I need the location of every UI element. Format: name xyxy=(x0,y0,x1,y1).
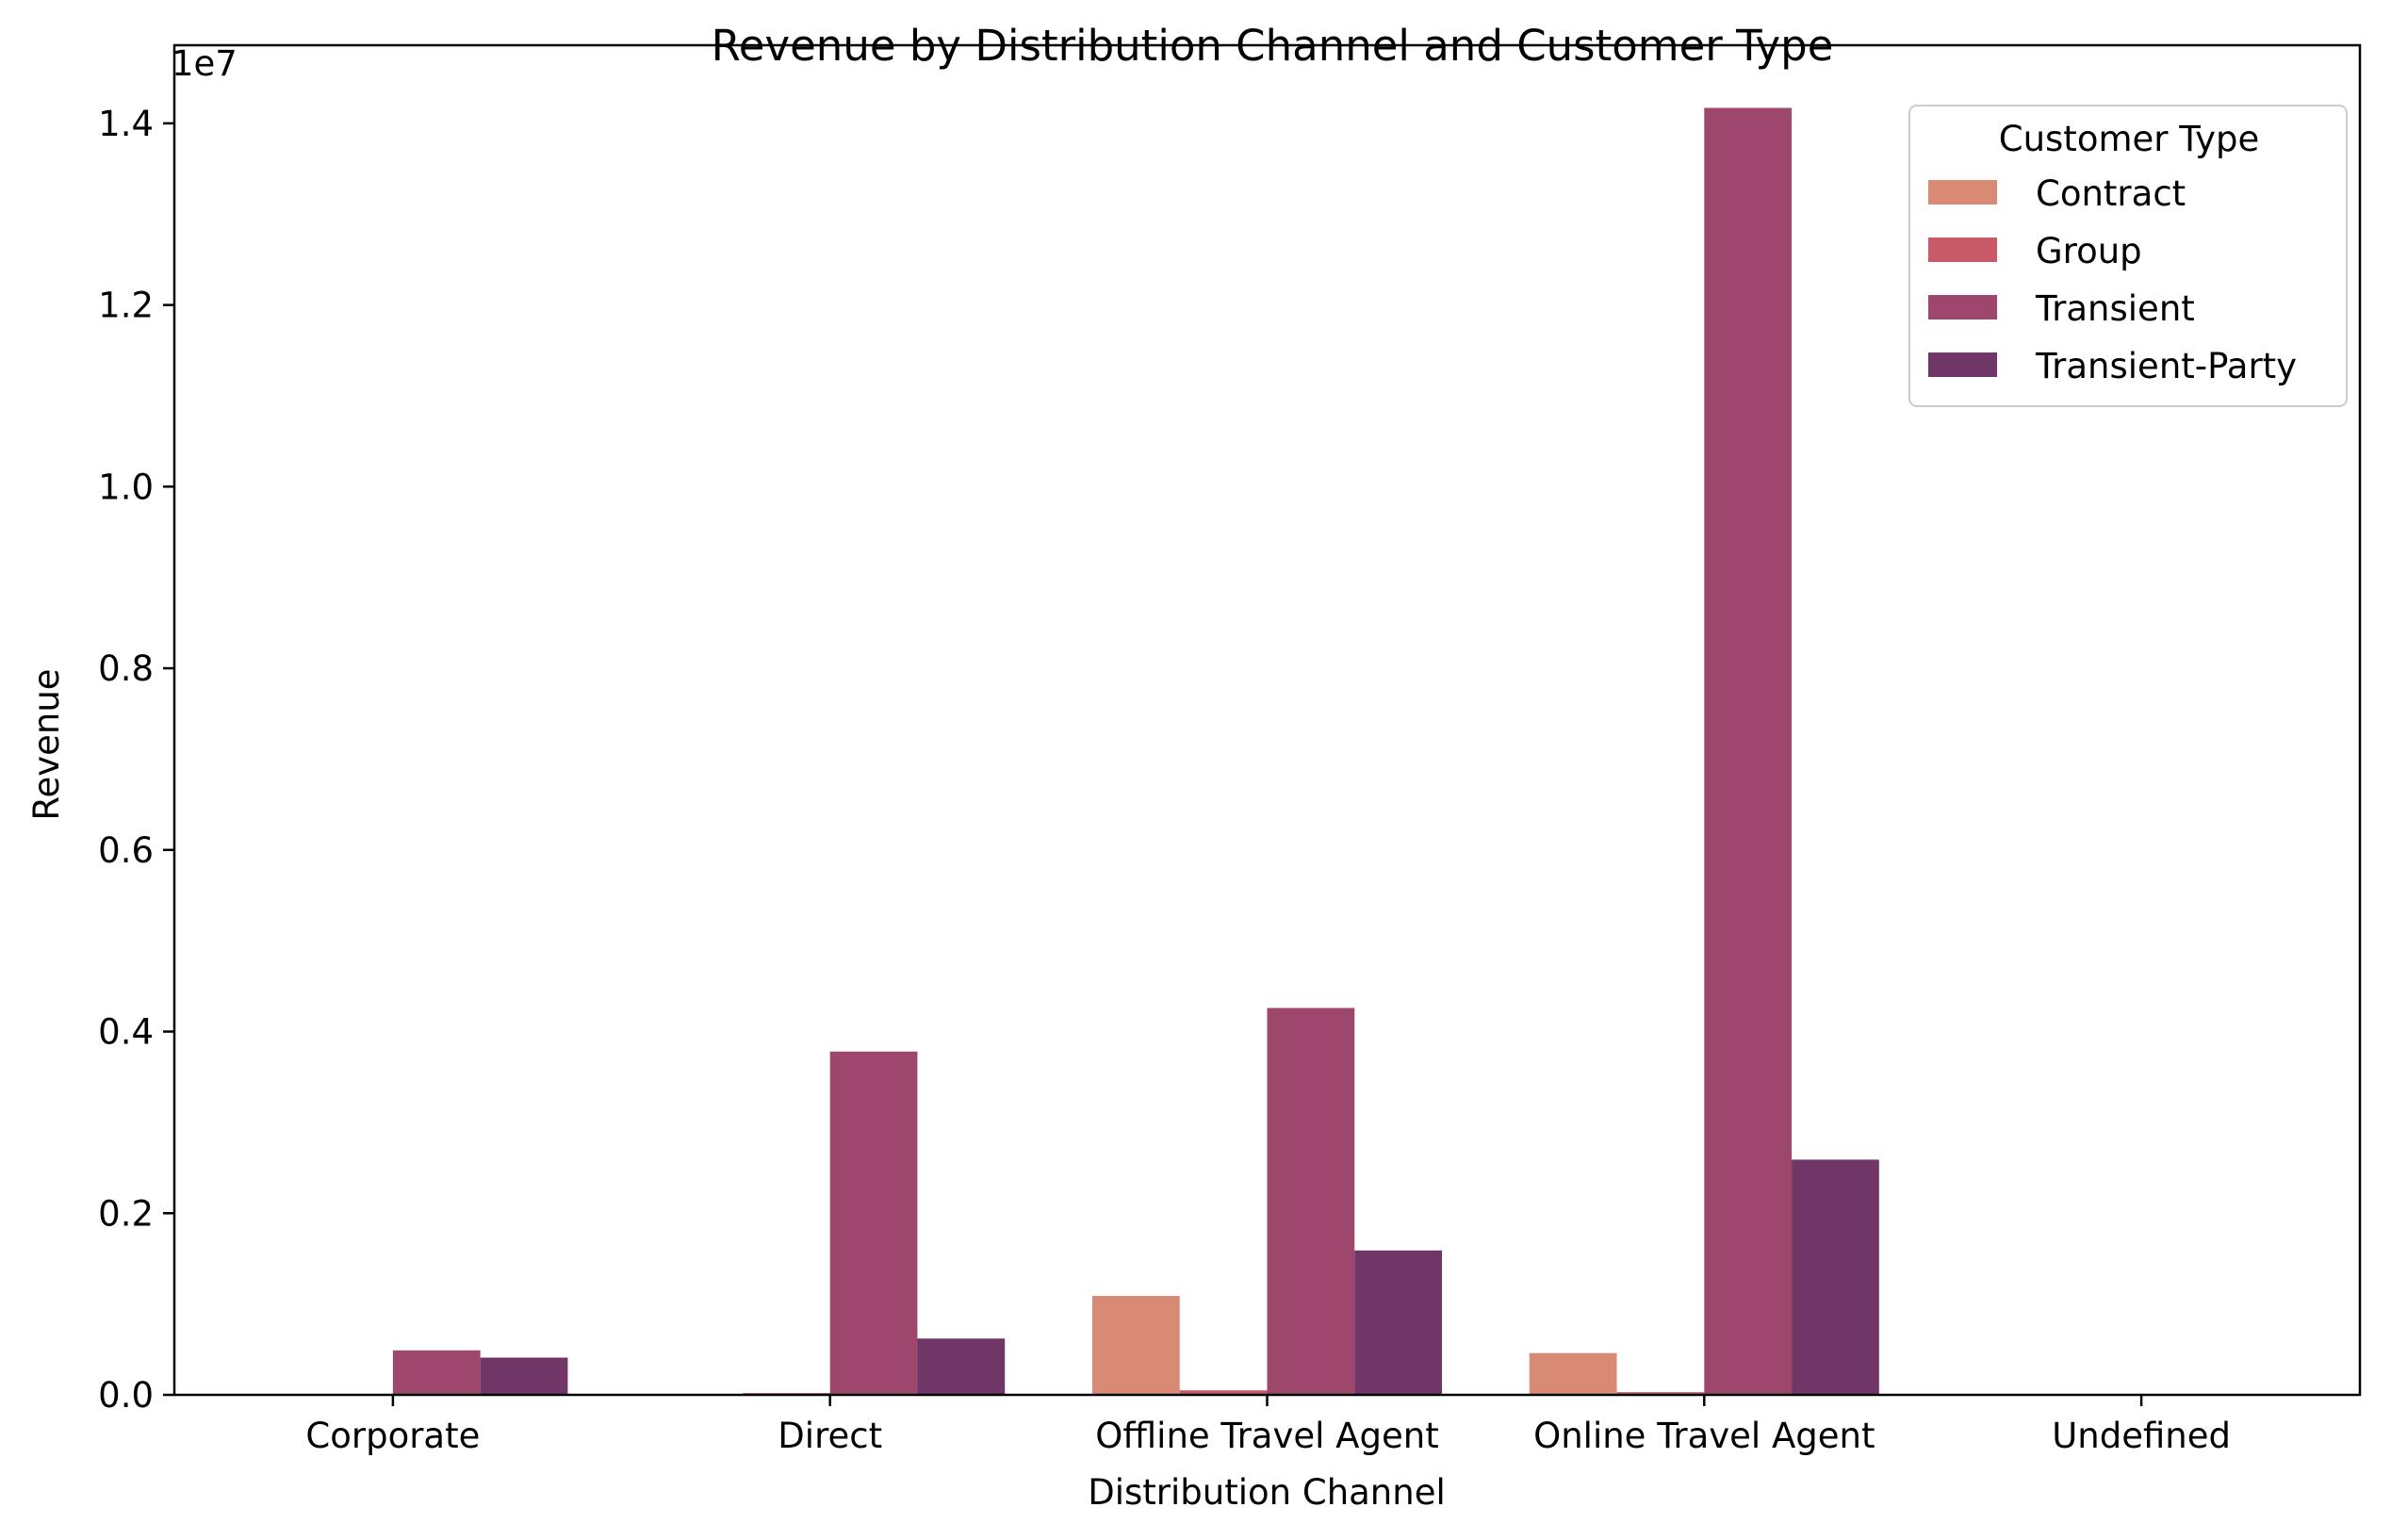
x-tick-label: Direct xyxy=(778,1416,882,1456)
bar-transient-party-online-travel-agent xyxy=(1792,1159,1879,1395)
bar-transient-direct xyxy=(829,1051,918,1395)
x-tick-label: Undefined xyxy=(2052,1416,2231,1456)
y-tick-label: 0.6 xyxy=(98,830,154,871)
legend-label-contract: Contract xyxy=(2036,173,2186,214)
x-tick-label: Offline Travel Agent xyxy=(1095,1416,1438,1456)
bar-transient-party-offline-travel-agent xyxy=(1354,1250,1443,1395)
legend: Customer Type Contract Group Transient Tran… xyxy=(1908,105,2348,407)
y-tick-label: 0.4 xyxy=(98,1012,154,1053)
legend-frame xyxy=(1908,105,2348,407)
legend-swatch-contract xyxy=(1928,180,1997,205)
y-tick-label: 0.8 xyxy=(98,648,154,689)
y-tick-label: 1.0 xyxy=(98,467,154,507)
legend-items: Contract Group Transient Transient-Party xyxy=(1928,173,2297,386)
y-axis-label: Revenue xyxy=(26,668,67,820)
bar-transient-party-corporate xyxy=(480,1357,568,1395)
x-ticks: Corporate Direct Offline Travel Agent Onlin… xyxy=(305,1395,2231,1456)
bar-group-offline-travel-agent xyxy=(1179,1390,1268,1395)
legend-title: Customer Type xyxy=(1999,119,2259,159)
plot-frame xyxy=(172,43,2362,1397)
x-axis-label: Distribution Channel xyxy=(1088,1472,1446,1513)
bar-group-online-travel-agent xyxy=(1616,1392,1705,1395)
bar-transient-corporate xyxy=(392,1350,481,1395)
legend-label-transient: Transient xyxy=(2035,288,2195,329)
x-tick-label: Online Travel Agent xyxy=(1533,1416,1875,1456)
y-tick-label: 1.4 xyxy=(98,104,154,144)
y-ticks: 0.0 0.2 0.4 0.6 0.8 1.0 1.2 1.4 xyxy=(98,104,174,1416)
bar-transient-party-direct xyxy=(917,1338,1006,1395)
y-tick-label: 0.0 xyxy=(98,1375,154,1416)
y-tick-label: 1.2 xyxy=(98,286,154,326)
y-tick-label: 0.2 xyxy=(98,1193,154,1234)
legend-label-group: Group xyxy=(2036,231,2142,271)
legend-label-transient-party: Transient-Party xyxy=(2035,346,2297,386)
bar-transient-online-travel-agent xyxy=(1704,107,1793,1396)
y-offset-text: 1e7 xyxy=(172,43,237,84)
bars-layer xyxy=(392,107,1879,1396)
legend-swatch-transient xyxy=(1928,295,1997,319)
bar-contract-online-travel-agent xyxy=(1529,1352,1617,1395)
bar-contract-offline-travel-agent xyxy=(1091,1295,1180,1395)
legend-swatch-transient-party xyxy=(1928,352,1997,377)
legend-swatch-group xyxy=(1928,238,1997,262)
x-tick-label: Corporate xyxy=(305,1416,480,1456)
bar-transient-offline-travel-agent xyxy=(1267,1008,1355,1395)
